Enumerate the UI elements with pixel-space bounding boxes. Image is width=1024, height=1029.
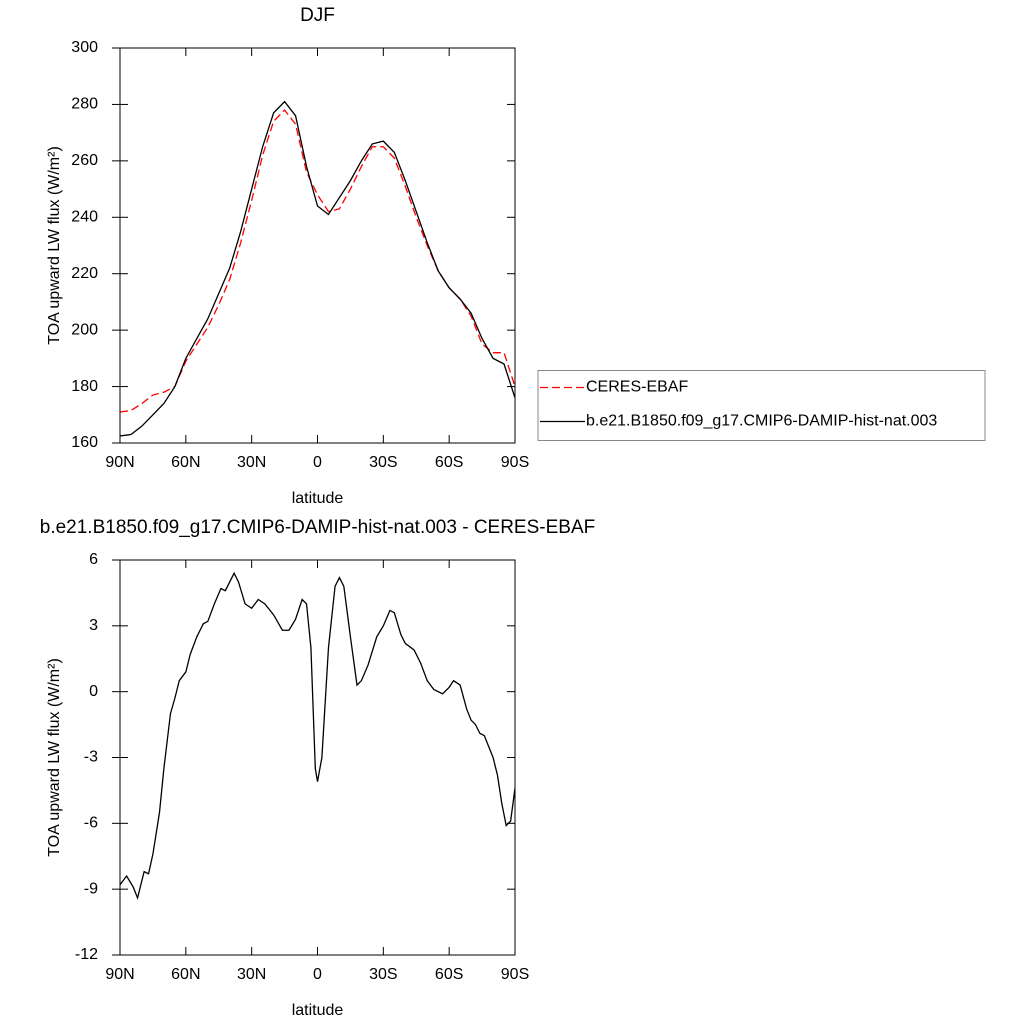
y-tick-label: 200 (71, 321, 98, 338)
y-axis-label: TOA upward LW flux (W/m²) (46, 658, 63, 857)
x-tick-label: 90N (105, 454, 134, 471)
y-tick-label: 300 (71, 39, 98, 56)
x-axis-label: latitude (292, 1002, 344, 1019)
chart-title: DJF (300, 5, 335, 26)
x-tick-label: 30N (237, 454, 266, 471)
x-tick-label: 30N (237, 966, 266, 983)
y-tick-label: -9 (84, 880, 98, 897)
x-tick-label: 0 (313, 454, 322, 471)
y-tick-label: -6 (84, 815, 98, 832)
legend-label: b.e21.B1850.f09_g17.CMIP6-DAMIP-hist-nat… (586, 413, 937, 430)
x-tick-label: 30S (369, 454, 397, 471)
plot-frame (119, 47, 516, 444)
y-tick-label: 160 (71, 434, 98, 451)
y-tick-label: 3 (89, 617, 98, 634)
x-tick-label: 60S (435, 966, 463, 983)
y-tick-label: 220 (71, 265, 98, 282)
data-line (119, 571, 516, 901)
x-tick-label: 60N (171, 966, 200, 983)
data-line (119, 109, 516, 413)
y-tick-label: 260 (71, 152, 98, 169)
y-tick-label: -12 (75, 946, 98, 963)
legend-box (537, 370, 986, 441)
x-tick-label: 90N (105, 966, 134, 983)
y-tick-label: 0 (89, 683, 98, 700)
y-tick-label: 240 (71, 209, 98, 226)
x-axis-label: latitude (292, 490, 344, 507)
x-tick-label: 0 (313, 966, 322, 983)
data-line (119, 100, 516, 437)
legend-label: CERES-EBAF (586, 379, 688, 396)
x-tick-label: 60N (171, 454, 200, 471)
x-tick-label: 60S (435, 454, 463, 471)
x-tick-label: 90S (501, 454, 529, 471)
y-tick-label: 6 (89, 551, 98, 568)
x-tick-label: 30S (369, 966, 397, 983)
chart-title: b.e21.B1850.f09_g17.CMIP6-DAMIP-hist-nat… (40, 517, 595, 538)
y-axis-label: TOA upward LW flux (W/m²) (46, 146, 63, 345)
y-tick-label: -3 (84, 749, 98, 766)
y-tick-label: 180 (71, 378, 98, 395)
y-tick-label: 280 (71, 96, 98, 113)
plot-frame (119, 559, 516, 956)
x-tick-label: 90S (501, 966, 529, 983)
